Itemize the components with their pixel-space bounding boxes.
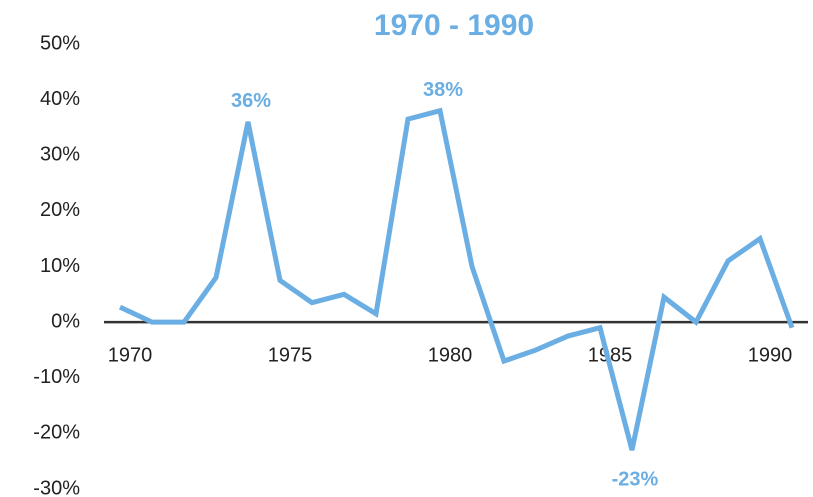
- x-tick-label: 1985: [588, 344, 633, 366]
- x-tick-label: 1975: [268, 344, 313, 366]
- annotation: -23%: [612, 468, 659, 490]
- chart-title: 1970 - 1990: [374, 9, 534, 42]
- x-tick-label: 1970: [108, 344, 153, 366]
- y-tick-label: -20%: [33, 422, 80, 444]
- y-tick-label: 0%: [51, 310, 80, 332]
- x-tick-label: 1990: [748, 344, 793, 366]
- annotation: 36%: [231, 90, 271, 112]
- y-tick-label: 50%: [40, 32, 80, 54]
- y-tick-label: 30%: [40, 144, 80, 166]
- y-tick-label: -10%: [33, 366, 80, 388]
- x-tick-label: 1980: [428, 344, 473, 366]
- y-tick-label: 20%: [40, 199, 80, 221]
- data-line: [118, 107, 795, 451]
- y-tick-label: 10%: [40, 255, 80, 277]
- y-tick-label: 40%: [40, 88, 80, 110]
- annotation: 38%: [423, 79, 463, 101]
- y-tick-label: -30%: [33, 477, 80, 497]
